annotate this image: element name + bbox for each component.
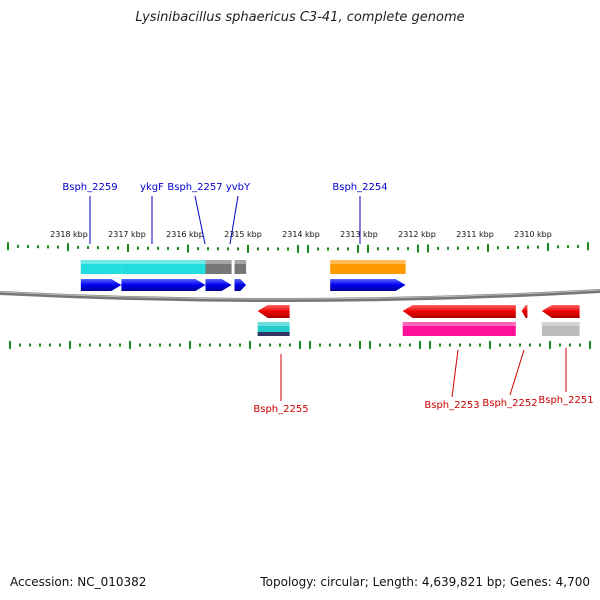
- gene-band-highlight: [121, 260, 206, 264]
- accession-text: Accession: NC_010382: [10, 575, 147, 589]
- gene-label[interactable]: Bsph_2259: [62, 182, 117, 193]
- gene-label[interactable]: ykgF: [140, 182, 164, 193]
- gene-leader-line: [451, 349, 459, 398]
- scale-label: 2310 kbp: [514, 230, 552, 239]
- map-title: Lysinibacillus sphaericus C3-41, complet…: [135, 10, 465, 25]
- gene-band: [80, 260, 122, 274]
- gene-leader-line: [194, 195, 206, 245]
- gene-band-highlight: [80, 260, 122, 264]
- scale-label: 2317 kbp: [108, 230, 146, 239]
- gene-arrow-forward[interactable]: [234, 279, 247, 291]
- scale-labels: 2318 kbp 2317 kbp 2316 kbp 2315 kbp 2314 kbp…: [50, 230, 552, 239]
- genome-backbone: [0, 289, 600, 303]
- forward-strand-genes: Bsph_2259 ykgF Bsph_2257 yvbY Bsph_2254: [62, 182, 406, 291]
- gene-label[interactable]: yvbY: [226, 182, 251, 193]
- gene-arrow-reverse[interactable]: [541, 305, 580, 318]
- gene-band-shadow: [257, 332, 290, 336]
- gene-band-highlight: [234, 260, 247, 264]
- gene-arrow-forward[interactable]: [205, 279, 232, 291]
- genome-summary-text: Topology: circular; Length: 4,639,821 bp…: [260, 575, 590, 589]
- gene-band: [402, 322, 516, 336]
- scale-label: 2313 kbp: [340, 230, 378, 239]
- gene-band: [121, 260, 206, 274]
- gene-label[interactable]: Bsph_2253: [424, 400, 479, 411]
- scale-label: 2314 kbp: [282, 230, 320, 239]
- gene-label[interactable]: Bsph_2251: [538, 395, 593, 406]
- gene-label[interactable]: Bsph_2257: [167, 182, 222, 193]
- gene-arrow-forward[interactable]: [330, 279, 406, 291]
- gene-label[interactable]: Bsph_2252: [482, 398, 537, 409]
- gene-band: [205, 260, 232, 274]
- gene-band-highlight: [257, 322, 290, 326]
- gene-band-highlight: [541, 322, 580, 326]
- top-scale-ticks: [7, 242, 589, 253]
- gene-band-highlight: [205, 260, 232, 264]
- scale-label: 2318 kbp: [50, 230, 88, 239]
- reverse-strand-genes: Bsph_2255 Bsph_2253 Bsph_2252 Bsph_2251: [253, 305, 594, 415]
- scale-label: 2311 kbp: [456, 230, 494, 239]
- gene-leader-line: [229, 195, 239, 245]
- gene-label[interactable]: Bsph_2254: [332, 182, 387, 193]
- gene-band: [330, 260, 406, 274]
- gene-arrow-reverse[interactable]: [402, 305, 516, 318]
- gene-band: [541, 322, 580, 336]
- gene-label[interactable]: Bsph_2255: [253, 404, 308, 415]
- genome-backbone-highlight: [0, 289, 600, 300]
- scale-label: 2315 kbp: [224, 230, 262, 239]
- gene-arrow-reverse[interactable]: [521, 305, 528, 318]
- gene-arrow-forward[interactable]: [80, 279, 122, 291]
- scale-label: 2316 kbp: [166, 230, 204, 239]
- gene-band-highlight: [402, 322, 516, 326]
- gene-arrow-forward[interactable]: [121, 279, 206, 291]
- gene-band: [234, 260, 247, 274]
- scale-label: 2312 kbp: [398, 230, 436, 239]
- bottom-scale-ticks: [9, 341, 591, 349]
- gene-band-highlight: [330, 260, 406, 264]
- gene-leader-line: [509, 349, 525, 396]
- gene-arrow-reverse[interactable]: [257, 305, 290, 318]
